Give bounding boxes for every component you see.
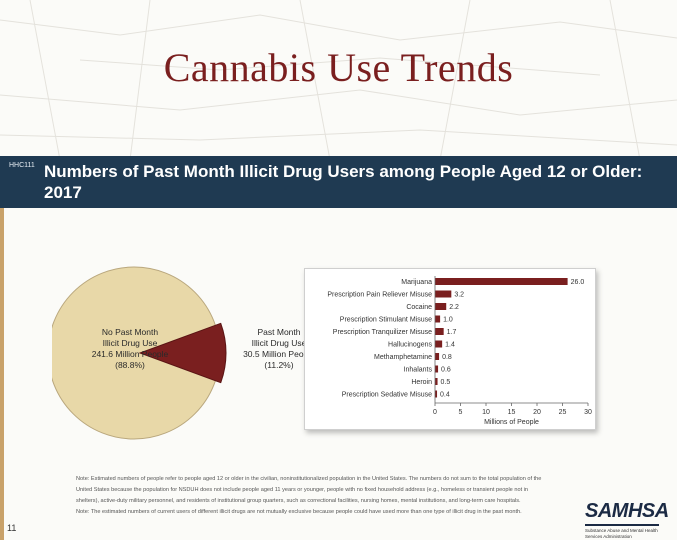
x-tick-label: 15 [508,409,516,416]
samhsa-logo-word: SAMHSA [585,500,669,522]
bar [435,315,441,323]
footnote: Note: Estimated numbers of people refer … [76,476,542,504]
bar-category-label: Cocaine [406,304,432,311]
bar-category-label: Prescription Sedative Misuse [342,392,432,399]
samhsa-logo: SAMHSA Substance Abuse and Mental Health… [585,500,669,540]
bar [435,365,439,373]
slide-title: Cannabis Use Trends [163,45,514,90]
pie-chart [52,266,227,440]
bar-value-label: 1.0 [443,317,453,324]
bar-value-label: 2.2 [449,304,459,311]
bar [435,303,447,310]
map-background [0,0,677,160]
pie-label-no-use-line: 241.6 Million People [91,349,169,359]
bar-value-label: 0.8 [442,354,452,361]
x-tick-label: 20 [533,409,541,416]
pie-label-no-use-line: Illicit Drug Use [102,338,158,348]
bar-chart-panel: Marijuana 26.0 Prescription Pain Reliever … [304,268,596,430]
footnotes: Note: Estimated numbers of people refer … [76,474,551,518]
hhc-code: HHC111 [9,162,35,169]
bar-value-label: 0.5 [441,379,451,386]
bar [435,328,444,335]
bar-category-label: Prescription Stimulant Misuse [340,317,432,324]
x-tick-label: 5 [459,409,463,416]
bar [435,378,438,385]
bar-value-label: 1.4 [445,342,455,349]
bar-value-label: 0.4 [440,392,450,399]
x-tick-label: 25 [559,409,567,416]
pie-label-no-use-line: No Past Month [101,327,159,337]
pie-label-no-use-line: (88.8%) [115,360,145,370]
x-tick-label: 10 [482,409,490,416]
bar-category-label: Hallucinogens [388,342,432,349]
bar-category-label: Heroin [411,379,432,386]
bar-chart: Marijuana 26.0 Prescription Pain Reliever … [327,276,592,426]
bar [435,353,440,360]
bar [435,290,452,298]
pie-figure: No Past Month Illicit Drug Use 241.6 Mil… [52,265,315,445]
bar-value-label: 1.7 [447,329,457,336]
bar-category-label: Prescription Pain Reliever Misuse [327,292,432,299]
bar [435,278,568,285]
page-number: 11 [7,523,17,533]
pie-slice-use [138,322,227,384]
bar-value-label: 0.6 [441,367,451,374]
pie-label-use-line: (11.2%) [264,360,294,370]
chart-heading: Numbers of Past Month Illicit Drug Users… [44,162,643,202]
pie-label-no-use: No Past Month Illicit Drug Use 241.6 Mil… [72,327,188,371]
x-axis-label: Millions of People [484,419,539,426]
x-tick-label: 0 [433,409,437,416]
chart-header-bar [0,156,677,208]
bar-value-label: 3.2 [454,292,464,299]
bar-category-label: Inhalants [404,367,433,374]
bar-category-label: Prescription Tranquilizer Misuse [333,329,432,336]
bar-category-label: Methamphetamine [374,354,432,361]
bar-category-label: Marijuana [401,279,432,286]
x-tick-label: 30 [584,409,592,416]
bar [435,340,443,348]
samhsa-logo-subtitle: Substance Abuse and Mental Health Servic… [585,528,658,539]
pie-label-use: Past Month Illicit Drug Use 30.5 Million… [234,327,324,371]
footnote: Note: The estimated numbers of current u… [76,509,522,515]
left-accent-rule [0,208,4,540]
pie-label-use-line: 30.5 Million People [243,349,315,359]
pie-label-use-line: Past Month [257,327,301,337]
samhsa-logo-rule [585,524,659,526]
bar [435,390,438,398]
pie-label-use-line: Illicit Drug Use [251,338,307,348]
bar-value-label: 26.0 [571,279,585,286]
